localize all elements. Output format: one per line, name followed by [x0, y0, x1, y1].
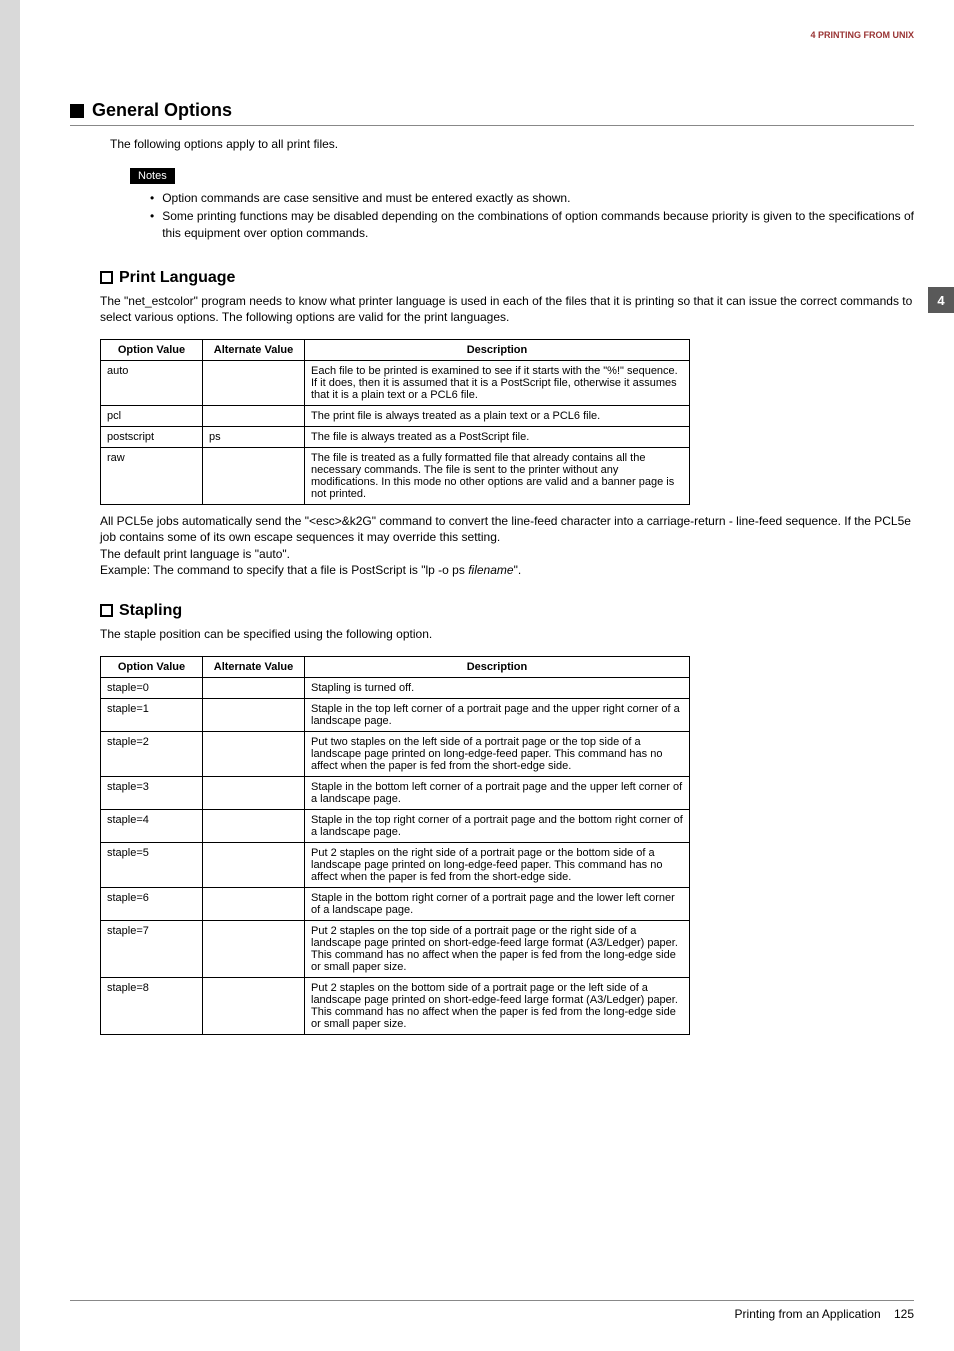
table-row: staple=7 Put 2 staples on the top side of…	[101, 921, 690, 978]
table-row: staple=4 Staple in the top right corner o…	[101, 810, 690, 843]
table-cell: staple=4	[101, 810, 203, 843]
table-cell: Staple in the top right corner of a port…	[305, 810, 690, 843]
table-row: staple=5 Put 2 staples on the right side …	[101, 843, 690, 888]
table-cell: Staple in the top left corner of a portr…	[305, 699, 690, 732]
running-header: 4 PRINTING FROM UNIX	[810, 30, 914, 40]
subsection-heading-row: Print Language	[100, 269, 914, 287]
bullet-icon: •	[150, 208, 154, 240]
page-footer: Printing from an Application 125	[70, 1300, 914, 1321]
table-row: staple=8 Put 2 staples on the bottom side…	[101, 978, 690, 1035]
table-cell	[203, 777, 305, 810]
table-header-row: Option Value Alternate Value Description	[101, 340, 690, 361]
table-row: staple=3 Staple in the bottom left corner…	[101, 777, 690, 810]
table-row: staple=2 Put two staples on the left side…	[101, 732, 690, 777]
notes-list: • Option commands are case sensitive and…	[150, 190, 914, 241]
table-row: auto Each file to be printed is examined …	[101, 361, 690, 406]
table-cell: Staple in the bottom right corner of a p…	[305, 888, 690, 921]
table-cell: raw	[101, 448, 203, 505]
table-header-row: Option Value Alternate Value Description	[101, 657, 690, 678]
table-cell: staple=3	[101, 777, 203, 810]
table-cell	[203, 888, 305, 921]
footer-text: Printing from an Application	[735, 1307, 881, 1321]
table-cell: staple=6	[101, 888, 203, 921]
table-cell: Put 2 staples on the right side of a por…	[305, 843, 690, 888]
left-margin-stripe	[0, 0, 20, 1351]
table-cell: staple=0	[101, 678, 203, 699]
h2-bullet-icon	[100, 271, 113, 284]
table-cell	[203, 406, 305, 427]
table-cell: Stapling is turned off.	[305, 678, 690, 699]
table-cell: Staple in the bottom left corner of a po…	[305, 777, 690, 810]
table-cell: Put 2 staples on the top side of a portr…	[305, 921, 690, 978]
print-language-intro: The "net_estcolor" program needs to know…	[100, 293, 914, 325]
table-cell	[203, 732, 305, 777]
note-text: Some printing functions may be disabled …	[162, 208, 914, 240]
post-text-3: Example: The command to specify that a f…	[100, 562, 914, 578]
stapling-intro: The staple position can be specified usi…	[100, 626, 914, 642]
bullet-icon: •	[150, 190, 154, 206]
chapter-tab: 4	[928, 287, 954, 313]
col-alternate-value: Alternate Value	[203, 340, 305, 361]
subsection-heading: Print Language	[119, 269, 235, 287]
table-cell: pcl	[101, 406, 203, 427]
table-cell: auto	[101, 361, 203, 406]
col-description: Description	[305, 657, 690, 678]
section-intro: The following options apply to all print…	[110, 136, 914, 152]
table-cell: Put 2 staples on the bottom side of a po…	[305, 978, 690, 1035]
table-cell: ps	[203, 427, 305, 448]
table-cell	[203, 978, 305, 1035]
h1-bullet-icon	[70, 104, 84, 118]
table-cell	[203, 921, 305, 978]
table-cell: staple=2	[101, 732, 203, 777]
page-content: General Options The following options ap…	[0, 0, 954, 1035]
table-cell	[203, 810, 305, 843]
table-row: raw The file is treated as a fully format…	[101, 448, 690, 505]
table-cell	[203, 678, 305, 699]
table-cell: Put two staples on the left side of a po…	[305, 732, 690, 777]
note-item: • Some printing functions may be disable…	[150, 208, 914, 240]
table-cell: The print file is always treated as a pl…	[305, 406, 690, 427]
table-cell: Each file to be printed is examined to s…	[305, 361, 690, 406]
table-cell: staple=1	[101, 699, 203, 732]
section-heading-row: General Options	[70, 100, 914, 126]
table-cell	[203, 699, 305, 732]
table-row: staple=6 Staple in the bottom right corne…	[101, 888, 690, 921]
table-row: staple=1 Staple in the top left corner of…	[101, 699, 690, 732]
col-description: Description	[305, 340, 690, 361]
table-row: pcl The print file is always treated as a…	[101, 406, 690, 427]
post-text-2: The default print language is "auto".	[100, 546, 914, 562]
table-cell: staple=8	[101, 978, 203, 1035]
table-cell: The file is treated as a fully formatted…	[305, 448, 690, 505]
post-text-1: All PCL5e jobs automatically send the "<…	[100, 513, 914, 545]
subsection-heading-row: Stapling	[100, 602, 914, 620]
print-language-table: Option Value Alternate Value Description…	[100, 339, 690, 505]
col-alternate-value: Alternate Value	[203, 657, 305, 678]
col-option-value: Option Value	[101, 657, 203, 678]
section-heading: General Options	[92, 100, 232, 121]
table-cell: staple=7	[101, 921, 203, 978]
table-cell: staple=5	[101, 843, 203, 888]
note-item: • Option commands are case sensitive and…	[150, 190, 914, 206]
subsection-heading: Stapling	[119, 602, 182, 620]
notes-label: Notes	[130, 168, 175, 184]
col-option-value: Option Value	[101, 340, 203, 361]
table-cell: postscript	[101, 427, 203, 448]
stapling-table: Option Value Alternate Value Description…	[100, 656, 690, 1035]
h2-bullet-icon	[100, 604, 113, 617]
table-cell	[203, 448, 305, 505]
note-text: Option commands are case sensitive and m…	[162, 190, 570, 206]
table-cell: The file is always treated as a PostScri…	[305, 427, 690, 448]
table-cell	[203, 361, 305, 406]
table-row: staple=0 Stapling is turned off.	[101, 678, 690, 699]
table-cell	[203, 843, 305, 888]
footer-page-number: 125	[894, 1307, 914, 1321]
table-row: postscriptpsThe file is always treated a…	[101, 427, 690, 448]
print-language-notes: All PCL5e jobs automatically send the "<…	[100, 513, 914, 578]
